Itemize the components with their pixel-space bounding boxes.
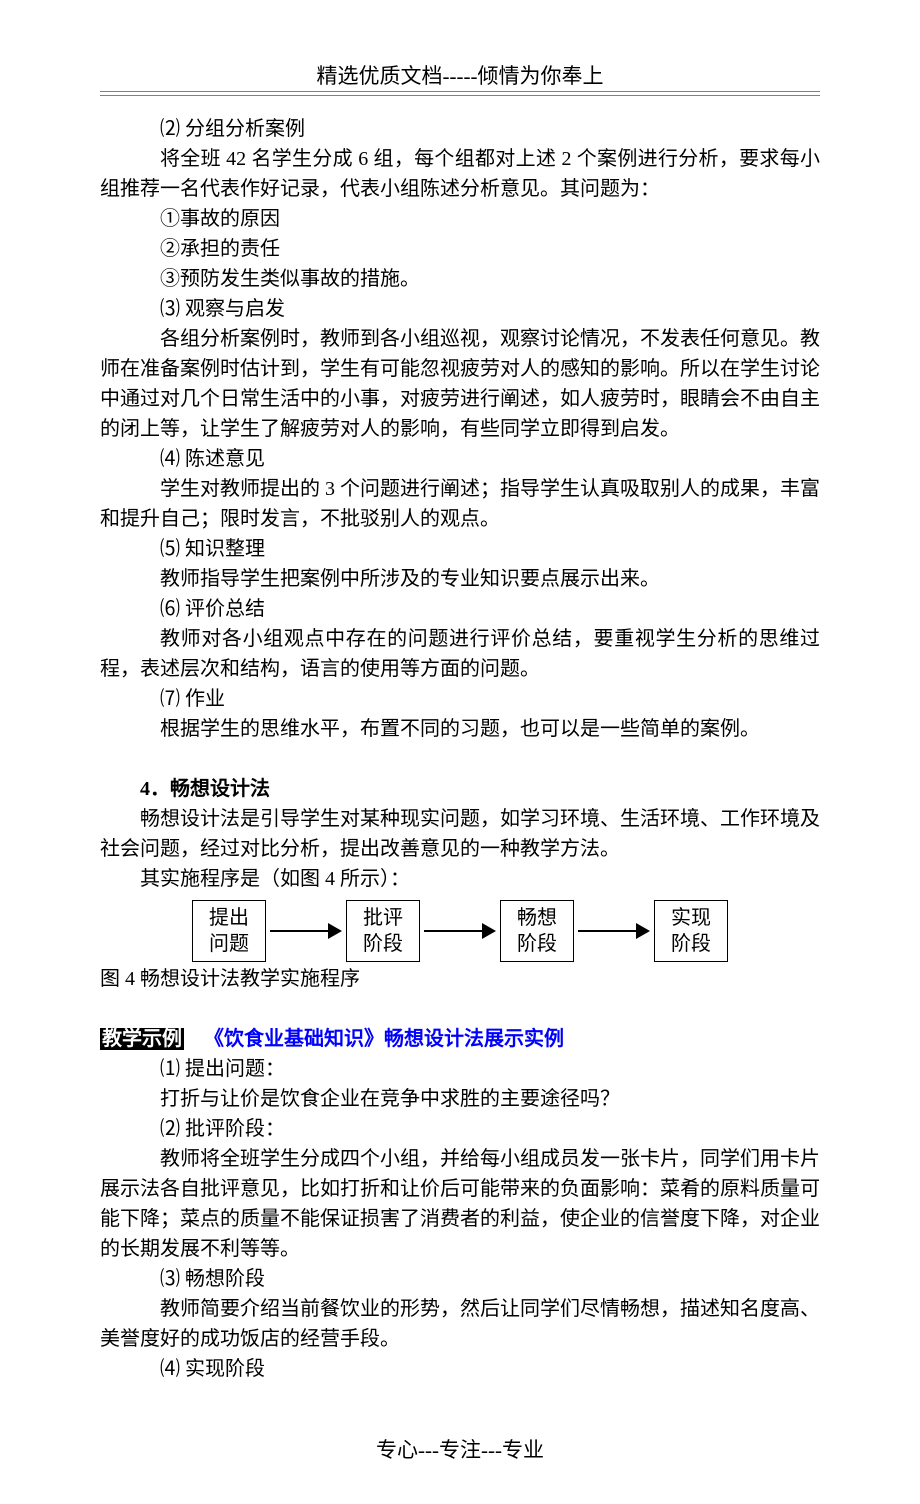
list-item: ⑸ 知识整理 xyxy=(100,534,820,564)
paragraph: 教师对各小组观点中存在的问题进行评价总结，要重视学生分析的思维过程，表述层次和结… xyxy=(100,624,820,684)
flow-node-label: 批评 xyxy=(363,905,403,931)
example-title: 《饮食业基础知识》畅想设计法展示实例 xyxy=(204,1028,564,1050)
page-header: 精选优质文档-----倾情为你奉上 xyxy=(100,60,820,94)
flow-node-label: 畅想 xyxy=(517,905,557,931)
example-heading: 教学示例 《饮食业基础知识》畅想设计法展示实例 xyxy=(100,1024,820,1054)
paragraph: 打折与让价是饮食企业在竞争中求胜的主要途径吗？ xyxy=(100,1084,820,1114)
flow-node-label: 问题 xyxy=(209,931,249,957)
arrow-icon xyxy=(574,921,654,941)
paragraph: 畅想设计法是引导学生对某种现实问题，如学习环境、生活环境、工作环境及社会问题，经… xyxy=(100,804,820,864)
spacer xyxy=(100,744,820,774)
body-content: ⑵ 分组分析案例 将全班 42 名学生分成 6 组，每个组都对上述 2 个案例进… xyxy=(100,114,820,1384)
paragraph: 学生对教师提出的 3 个问题进行阐述；指导学生认真吸取别人的成果，丰富和提升自己… xyxy=(100,474,820,534)
flow-node: 批评 阶段 xyxy=(346,900,420,962)
flow-node-label: 阶段 xyxy=(671,931,711,957)
arrow-icon xyxy=(266,921,346,941)
list-item: ①事故的原因 xyxy=(100,204,820,234)
flow-node-label: 阶段 xyxy=(517,931,557,957)
document-page: 精选优质文档-----倾情为你奉上 ⑵ 分组分析案例 将全班 42 名学生分成 … xyxy=(0,0,920,1504)
flow-node-label: 实现 xyxy=(671,905,711,931)
flow-node: 畅想 阶段 xyxy=(500,900,574,962)
figure-caption: 图 4 畅想设计法教学实施程序 xyxy=(100,964,820,994)
paragraph: 其实施程序是（如图 4 所示）： xyxy=(100,864,820,894)
paragraph: 将全班 42 名学生分成 6 组，每个组都对上述 2 个案例进行分析，要求每小组… xyxy=(100,144,820,204)
list-item: ⑵ 批评阶段： xyxy=(100,1114,820,1144)
arrow-icon xyxy=(420,921,500,941)
list-item: ⑺ 作业 xyxy=(100,684,820,714)
paragraph: 教师指导学生把案例中所涉及的专业知识要点展示出来。 xyxy=(100,564,820,594)
list-item: ②承担的责任 xyxy=(100,234,820,264)
paragraph: 根据学生的思维水平，布置不同的习题，也可以是一些简单的案例。 xyxy=(100,714,820,744)
flow-node-label: 阶段 xyxy=(363,931,403,957)
section-title: 4．畅想设计法 xyxy=(100,774,820,804)
list-item: ⑴ 提出问题： xyxy=(100,1054,820,1084)
flow-node: 实现 阶段 xyxy=(654,900,728,962)
list-item: ⑶ 畅想阶段 xyxy=(100,1264,820,1294)
flow-node: 提出 问题 xyxy=(192,900,266,962)
paragraph: 教师将全班学生分成四个小组，并给每小组成员发一张卡片，同学们用卡片展示法各自批评… xyxy=(100,1144,820,1264)
list-item: ⑵ 分组分析案例 xyxy=(100,114,820,144)
spacer xyxy=(100,994,820,1024)
flowchart: 提出 问题 批评 阶段 畅想 阶段 实现 阶段 xyxy=(100,900,820,962)
flow-node-label: 提出 xyxy=(209,905,249,931)
list-item: ③预防发生类似事故的措施。 xyxy=(100,264,820,294)
list-item: ⑷ 实现阶段 xyxy=(100,1354,820,1384)
list-item: ⑷ 陈述意见 xyxy=(100,444,820,474)
paragraph: 各组分析案例时，教师到各小组巡视，观察讨论情况，不发表任何意见。教师在准备案例时… xyxy=(100,324,820,444)
paragraph: 教师简要介绍当前餐饮业的形势，然后让同学们尽情畅想，描述知名度高、美誉度好的成功… xyxy=(100,1294,820,1354)
list-item: ⑹ 评价总结 xyxy=(100,594,820,624)
page-footer: 专心---专注---专业 xyxy=(100,1434,820,1464)
example-badge: 教学示例 xyxy=(100,1028,184,1050)
list-item: ⑶ 观察与启发 xyxy=(100,294,820,324)
